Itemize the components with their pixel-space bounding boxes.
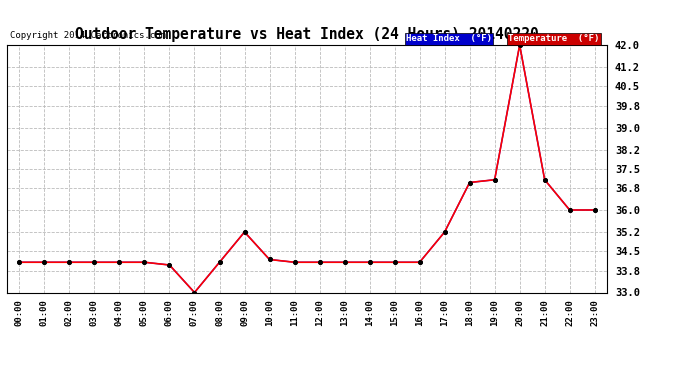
Title: Outdoor Temperature vs Heat Index (24 Hours) 20140220: Outdoor Temperature vs Heat Index (24 Ho… <box>75 27 539 42</box>
Text: Heat Index  (°F): Heat Index (°F) <box>406 34 492 44</box>
Text: Temperature  (°F): Temperature (°F) <box>508 34 600 44</box>
Text: Copyright 2014 Cartronics.com: Copyright 2014 Cartronics.com <box>10 31 166 40</box>
